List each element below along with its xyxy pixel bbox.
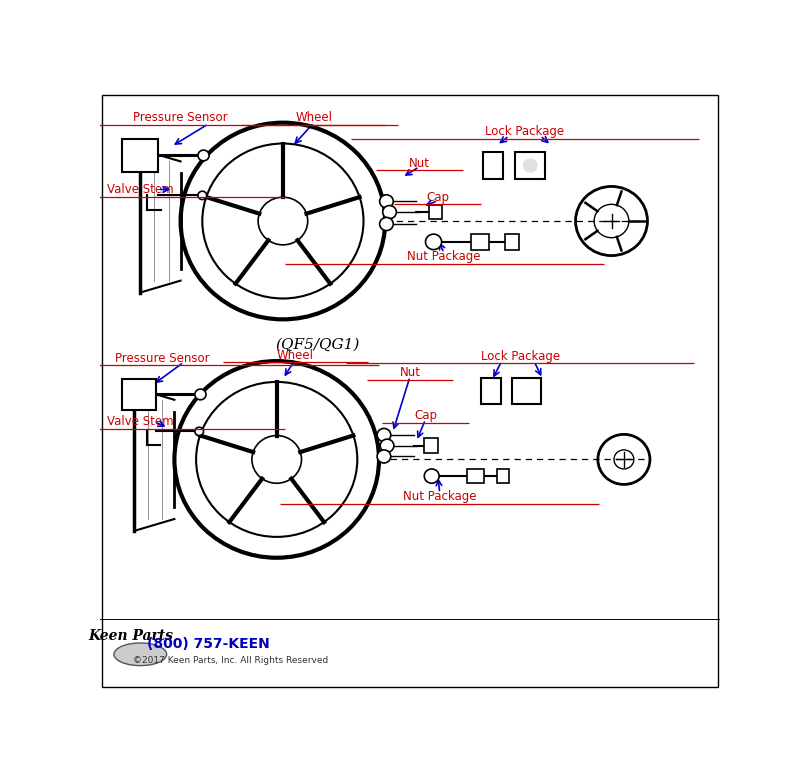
Text: Nut: Nut [399, 367, 421, 379]
Bar [122, 379, 156, 410]
Bar [512, 378, 541, 404]
Bar [483, 152, 503, 179]
Text: Lock Package: Lock Package [485, 125, 564, 138]
Circle shape [382, 206, 396, 218]
Circle shape [198, 150, 209, 161]
Text: Nut: Nut [409, 156, 430, 170]
Text: Pressure Sensor: Pressure Sensor [134, 111, 228, 125]
Text: Pressure Sensor: Pressure Sensor [114, 351, 210, 365]
Text: Keen Parts: Keen Parts [89, 629, 174, 643]
Bar [497, 469, 510, 483]
Circle shape [380, 195, 394, 208]
Circle shape [195, 427, 203, 436]
Text: Nut Package: Nut Package [403, 491, 477, 503]
Circle shape [377, 429, 390, 441]
Bar [429, 205, 442, 219]
Circle shape [380, 439, 394, 452]
Text: (800) 757-KEEN: (800) 757-KEEN [147, 636, 270, 651]
Text: Valve Stem: Valve Stem [107, 183, 174, 196]
Bar [482, 378, 501, 404]
Text: ©2017 Keen Parts, Inc. All Rights Reserved: ©2017 Keen Parts, Inc. All Rights Reserv… [133, 656, 328, 665]
Text: Cap: Cap [414, 409, 437, 423]
Text: Lock Package: Lock Package [481, 350, 560, 363]
Text: Wheel: Wheel [277, 348, 314, 361]
Ellipse shape [114, 643, 166, 666]
Bar [424, 438, 438, 454]
Text: Valve Stem: Valve Stem [107, 416, 174, 428]
Bar [470, 234, 490, 250]
Text: Cap: Cap [426, 190, 450, 204]
Text: Wheel: Wheel [295, 111, 333, 125]
Bar [467, 469, 485, 483]
Circle shape [424, 469, 439, 483]
Circle shape [523, 159, 538, 173]
Bar [122, 139, 158, 172]
Circle shape [198, 191, 206, 200]
Circle shape [426, 234, 442, 250]
Circle shape [377, 450, 390, 463]
Bar [505, 234, 518, 250]
Text: (QF5/QG1): (QF5/QG1) [275, 337, 359, 351]
Bar [515, 152, 545, 179]
Text: Nut Package: Nut Package [407, 250, 481, 263]
Circle shape [380, 217, 394, 231]
Circle shape [195, 389, 206, 400]
